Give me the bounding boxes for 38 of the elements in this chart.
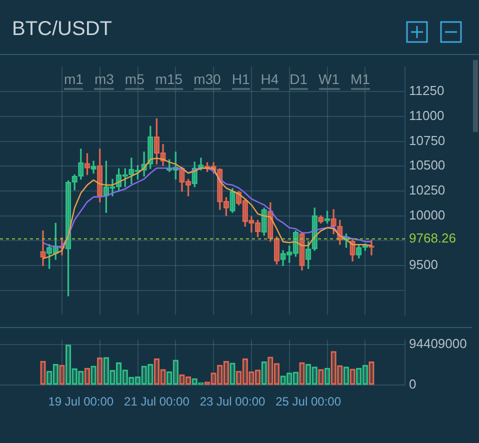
annotation: W1 <box>318 71 340 90</box>
annotation: m5 <box>124 71 144 90</box>
bar <box>318 369 324 385</box>
y-tick-label: 10500 <box>409 158 446 173</box>
y-tick-label: 10750 <box>409 132 446 148</box>
y-tick-label: 10000 <box>409 207 446 222</box>
bar <box>350 368 356 385</box>
bar <box>230 362 236 385</box>
annotation: M1 <box>350 71 370 90</box>
bar <box>90 366 96 385</box>
bar <box>343 366 350 385</box>
annotation: D1 <box>290 71 308 90</box>
y-tick-label: 11250 <box>409 83 444 98</box>
bar <box>324 368 330 385</box>
bar <box>59 364 65 385</box>
y-tick-label: 9500 <box>409 257 438 272</box>
chart-title: BTC/USDT <box>12 18 112 41</box>
annotation: m30 <box>194 71 221 90</box>
annotation: m15 <box>155 71 183 90</box>
bar <box>40 360 46 385</box>
bar <box>299 362 305 385</box>
annotation: m3 <box>94 71 114 90</box>
bar <box>261 361 267 385</box>
bar <box>84 368 90 385</box>
y-tick-label: 10250 <box>409 182 446 198</box>
bar <box>368 361 374 385</box>
y-tick-label: 0 <box>409 376 416 392</box>
y-tick-label: 11000 <box>409 108 444 124</box>
annotation: H1 <box>232 71 250 90</box>
x-tick-label: 23 Jul 00:00 <box>200 394 266 409</box>
annotation: H4 <box>260 71 279 90</box>
annotation: m1 <box>64 71 84 90</box>
x-tick-label: 25 Jul 00:00 <box>276 394 342 409</box>
bar <box>97 358 103 385</box>
y-tick-label: 94409000 <box>409 336 467 351</box>
x-tick-label: 19 Jul 00:00 <box>48 394 114 409</box>
ref-line-label: 9768.26 <box>409 230 456 246</box>
x-tick-label: 21 Jul 00:00 <box>124 394 190 409</box>
